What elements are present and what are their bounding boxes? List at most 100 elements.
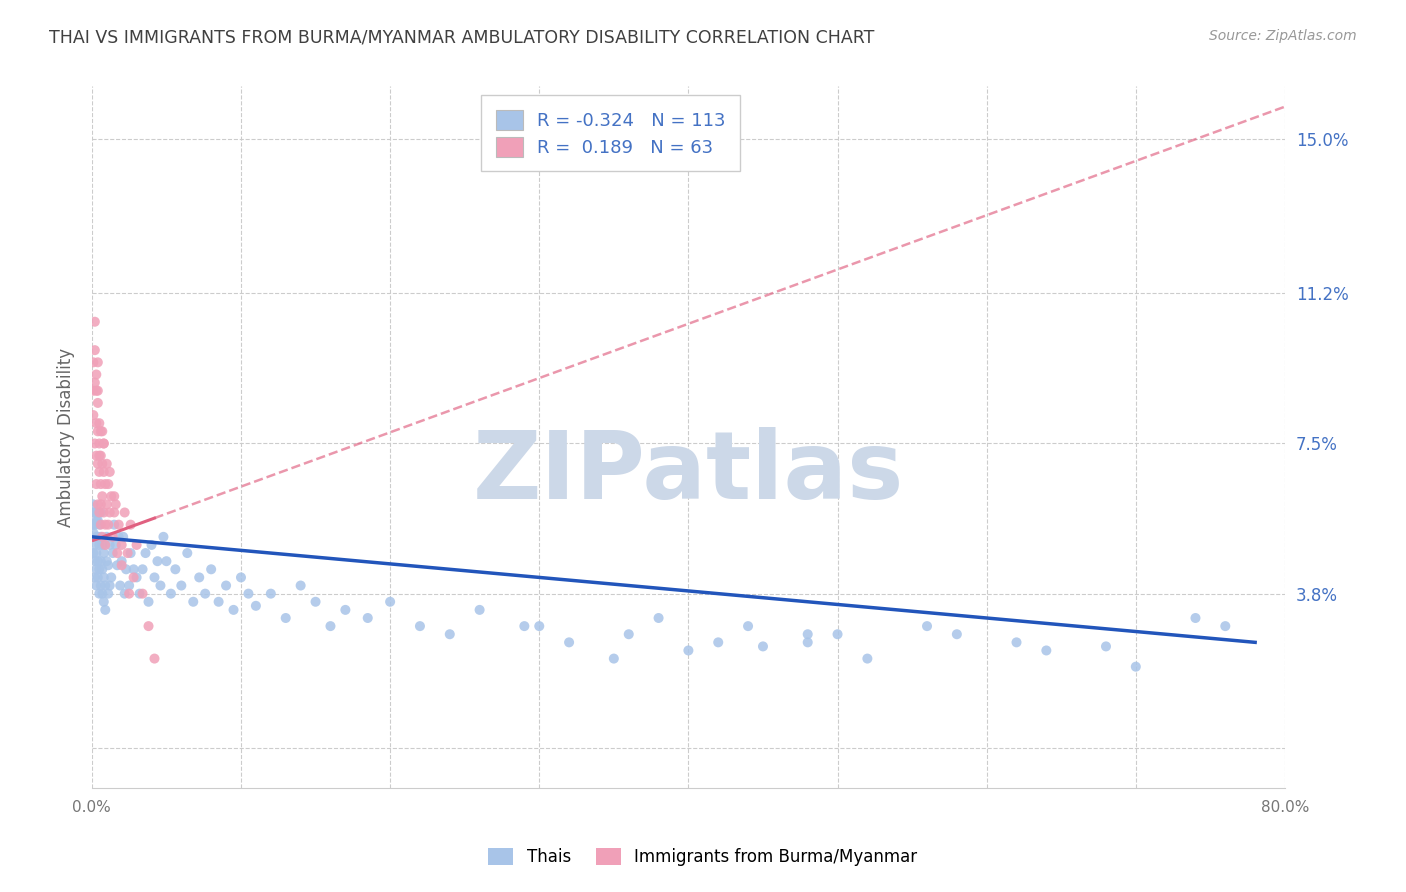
Point xyxy=(86,546,108,560)
Point xyxy=(122,570,145,584)
Point xyxy=(274,611,297,625)
Point xyxy=(1184,611,1206,625)
Point xyxy=(91,489,114,503)
Point xyxy=(86,416,108,430)
Point xyxy=(86,384,108,398)
Point xyxy=(245,599,267,613)
Point xyxy=(87,457,110,471)
Point xyxy=(103,517,125,532)
Point xyxy=(603,651,626,665)
Point xyxy=(89,562,111,576)
Point xyxy=(170,578,193,592)
Point xyxy=(83,554,105,568)
Point xyxy=(111,558,134,573)
Point xyxy=(86,506,108,520)
Point xyxy=(86,368,108,382)
Point xyxy=(89,538,111,552)
Point xyxy=(796,627,818,641)
Point xyxy=(93,506,115,520)
Point xyxy=(260,587,283,601)
Y-axis label: Ambulatory Disability: Ambulatory Disability xyxy=(58,348,75,527)
Point xyxy=(409,619,432,633)
Point xyxy=(238,587,260,601)
Point xyxy=(304,595,326,609)
Point xyxy=(125,538,148,552)
Point xyxy=(115,562,138,576)
Point xyxy=(94,517,117,532)
Point xyxy=(86,449,108,463)
Point xyxy=(111,554,134,568)
Point xyxy=(103,489,125,503)
Point xyxy=(87,530,110,544)
Point xyxy=(86,514,108,528)
Point xyxy=(87,497,110,511)
Point xyxy=(111,538,134,552)
Point xyxy=(104,538,127,552)
Point xyxy=(83,517,105,532)
Point xyxy=(93,465,115,479)
Point xyxy=(160,587,183,601)
Point xyxy=(827,627,849,641)
Point xyxy=(96,530,118,544)
Point xyxy=(89,449,111,463)
Point xyxy=(91,457,114,471)
Point xyxy=(83,343,105,358)
Point xyxy=(90,497,112,511)
Point xyxy=(90,554,112,568)
Point xyxy=(93,546,115,560)
Point xyxy=(1125,659,1147,673)
Point xyxy=(357,611,380,625)
Point xyxy=(82,355,104,369)
Point xyxy=(93,436,115,450)
Point xyxy=(146,554,169,568)
Point xyxy=(90,578,112,592)
Point xyxy=(98,578,121,592)
Point xyxy=(90,449,112,463)
Text: Source: ZipAtlas.com: Source: ZipAtlas.com xyxy=(1209,29,1357,43)
Point xyxy=(87,384,110,398)
Point xyxy=(100,570,122,584)
Point xyxy=(138,595,160,609)
Point xyxy=(91,425,114,439)
Point xyxy=(90,477,112,491)
Point xyxy=(87,396,110,410)
Point xyxy=(86,562,108,576)
Point xyxy=(107,517,129,532)
Point xyxy=(118,587,141,601)
Point xyxy=(529,619,551,633)
Point xyxy=(87,554,110,568)
Point xyxy=(143,570,166,584)
Point xyxy=(94,603,117,617)
Point xyxy=(91,538,114,552)
Point xyxy=(87,514,110,528)
Text: THAI VS IMMIGRANTS FROM BURMA/MYANMAR AMBULATORY DISABILITY CORRELATION CHART: THAI VS IMMIGRANTS FROM BURMA/MYANMAR AM… xyxy=(49,29,875,46)
Point xyxy=(141,538,163,552)
Point xyxy=(707,635,730,649)
Point xyxy=(1213,619,1236,633)
Point xyxy=(90,506,112,520)
Point xyxy=(200,562,222,576)
Point xyxy=(86,530,108,544)
Point xyxy=(120,517,142,532)
Point xyxy=(82,497,104,511)
Point xyxy=(83,570,105,584)
Point xyxy=(89,506,111,520)
Point xyxy=(87,570,110,584)
Point xyxy=(89,465,111,479)
Point xyxy=(82,525,104,540)
Point xyxy=(181,595,204,609)
Point xyxy=(856,651,879,665)
Point xyxy=(120,546,142,560)
Point xyxy=(138,619,160,633)
Point xyxy=(93,595,115,609)
Point xyxy=(98,506,121,520)
Point xyxy=(98,538,121,552)
Point xyxy=(101,546,124,560)
Point xyxy=(946,627,969,641)
Legend: R = -0.324   N = 113, R =  0.189   N = 63: R = -0.324 N = 113, R = 0.189 N = 63 xyxy=(481,95,741,171)
Point xyxy=(101,530,124,544)
Point xyxy=(1005,635,1028,649)
Point xyxy=(118,578,141,592)
Point xyxy=(83,436,105,450)
Point xyxy=(94,578,117,592)
